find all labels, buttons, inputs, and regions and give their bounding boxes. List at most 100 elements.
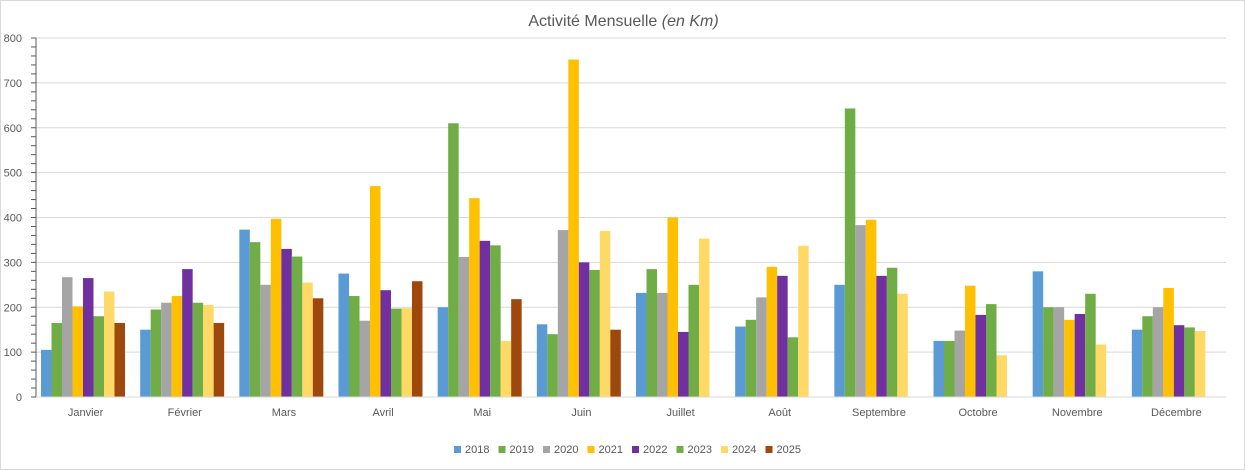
bar-2018-8 [834,284,845,397]
bar-2023-7 [787,337,799,397]
bar-2020-7 [756,297,767,397]
bar-2021-1 [171,296,183,397]
y-tick-label: 700 [4,78,22,90]
bar-2019-9 [944,340,955,397]
bar-2023-10 [1085,293,1096,397]
x-tick-label: Novembre [1052,407,1103,419]
bar-2023-9 [986,304,997,397]
bar-2024-1 [203,305,214,397]
bar-2021-2 [270,218,282,397]
legend-swatch-2025 [765,446,773,453]
legend-swatch-2024 [721,446,728,453]
bar-2018-11 [1131,329,1143,397]
bar-2020-5 [557,230,569,397]
bar-2020-6 [657,292,668,397]
bar-2018-10 [1032,271,1044,397]
bar-2021-0 [72,306,83,397]
bar-2019-4 [448,123,459,397]
bar-2024-2 [302,282,313,397]
x-tick-label: Septembre [852,407,906,419]
bar-2024-9 [996,355,1007,397]
bar-2019-5 [547,334,558,397]
bar-2025-1 [213,322,225,397]
bar-2023-8 [886,267,898,397]
x-tick-label: Janvier [68,407,104,419]
y-tick-label: 600 [4,123,22,135]
bar-2022-6 [678,331,689,397]
legend-label-2023: 2023 [688,444,712,456]
bar-2022-11 [1173,325,1185,397]
bar-2023-4 [490,245,501,397]
x-tick-label: Juin [571,407,591,419]
x-tick-label: Avril [372,407,393,419]
bar-2025-2 [312,298,324,397]
bar-2021-9 [965,285,976,397]
bar-2021-4 [469,198,480,397]
bar-2024-8 [897,293,908,397]
bar-2024-7 [798,245,809,397]
bar-2018-2 [239,229,250,397]
bar-2018-1 [140,329,151,397]
bar-2021-5 [568,59,579,397]
y-tick-label: 400 [4,213,22,225]
bar-2019-11 [1142,316,1153,397]
bar-2020-9 [954,330,965,397]
bar-2019-10 [1043,307,1054,397]
bar-2021-8 [865,219,877,397]
bar-2024-10 [1095,344,1107,397]
bar-2019-0 [51,322,62,397]
bar-2020-10 [1053,307,1065,397]
bar-2024-5 [599,230,611,397]
x-tick-label: Juillet [667,407,695,419]
bar-2023-5 [589,270,600,397]
chart-title-unit: (en Km) [661,13,719,30]
grid-layer [36,37,1226,353]
y-tick-label: 200 [4,302,22,314]
bar-2025-3 [412,281,423,397]
legend-swatch-2019 [498,446,506,453]
bar-2021-6 [667,217,678,397]
chart-title: Activité Mensuelle (en Km) [1,13,1245,31]
bar-2025-0 [114,322,125,397]
x-tick-label: Octobre [959,407,998,419]
bar-2020-0 [62,277,73,397]
bar-2022-4 [479,240,491,397]
bar-2020-8 [855,225,866,397]
bar-2024-3 [401,308,412,397]
bar-2023-6 [688,284,699,397]
bar-2022-5 [578,262,590,397]
x-tick-label: Mars [272,407,297,419]
bar-2021-7 [766,266,778,397]
legend: 2018 2019 2020 2021 2022 2023 2024 2025 [454,444,801,456]
axis-layer: 0 100 200 300 400 500 600 700 800 Janvier Février M… [4,33,1226,419]
legend-label-2018: 2018 [465,444,489,456]
bar-2019-2 [249,242,261,397]
legend-swatch-2022 [632,446,639,453]
bar-2022-0 [83,278,94,397]
bar-2023-0 [93,316,104,397]
bar-2022-8 [876,275,887,397]
legend-swatch-2018 [454,446,461,453]
bar-2020-2 [260,284,271,397]
bar-2018-3 [338,273,349,397]
bar-2022-3 [380,290,391,397]
legend-label-2022: 2022 [643,444,667,456]
bar-2024-4 [500,340,512,397]
bar-layer [41,59,1206,398]
bar-2022-2 [281,248,292,397]
bar-2022-7 [777,275,788,397]
bar-2018-4 [437,307,449,397]
legend-label-2020: 2020 [554,444,578,456]
bar-2019-1 [150,309,162,397]
bar-2024-11 [1194,331,1206,397]
bar-2019-6 [646,269,657,397]
chart-title-main: Activité Mensuelle [528,13,658,30]
bar-2020-11 [1152,307,1164,397]
legend-swatch-2020 [543,446,550,453]
bar-2018-0 [41,349,52,397]
legend-swatch-2023 [676,446,684,453]
bar-2023-11 [1184,327,1195,397]
legend-label-2024: 2024 [732,444,756,456]
y-tick-label: 300 [4,257,22,269]
